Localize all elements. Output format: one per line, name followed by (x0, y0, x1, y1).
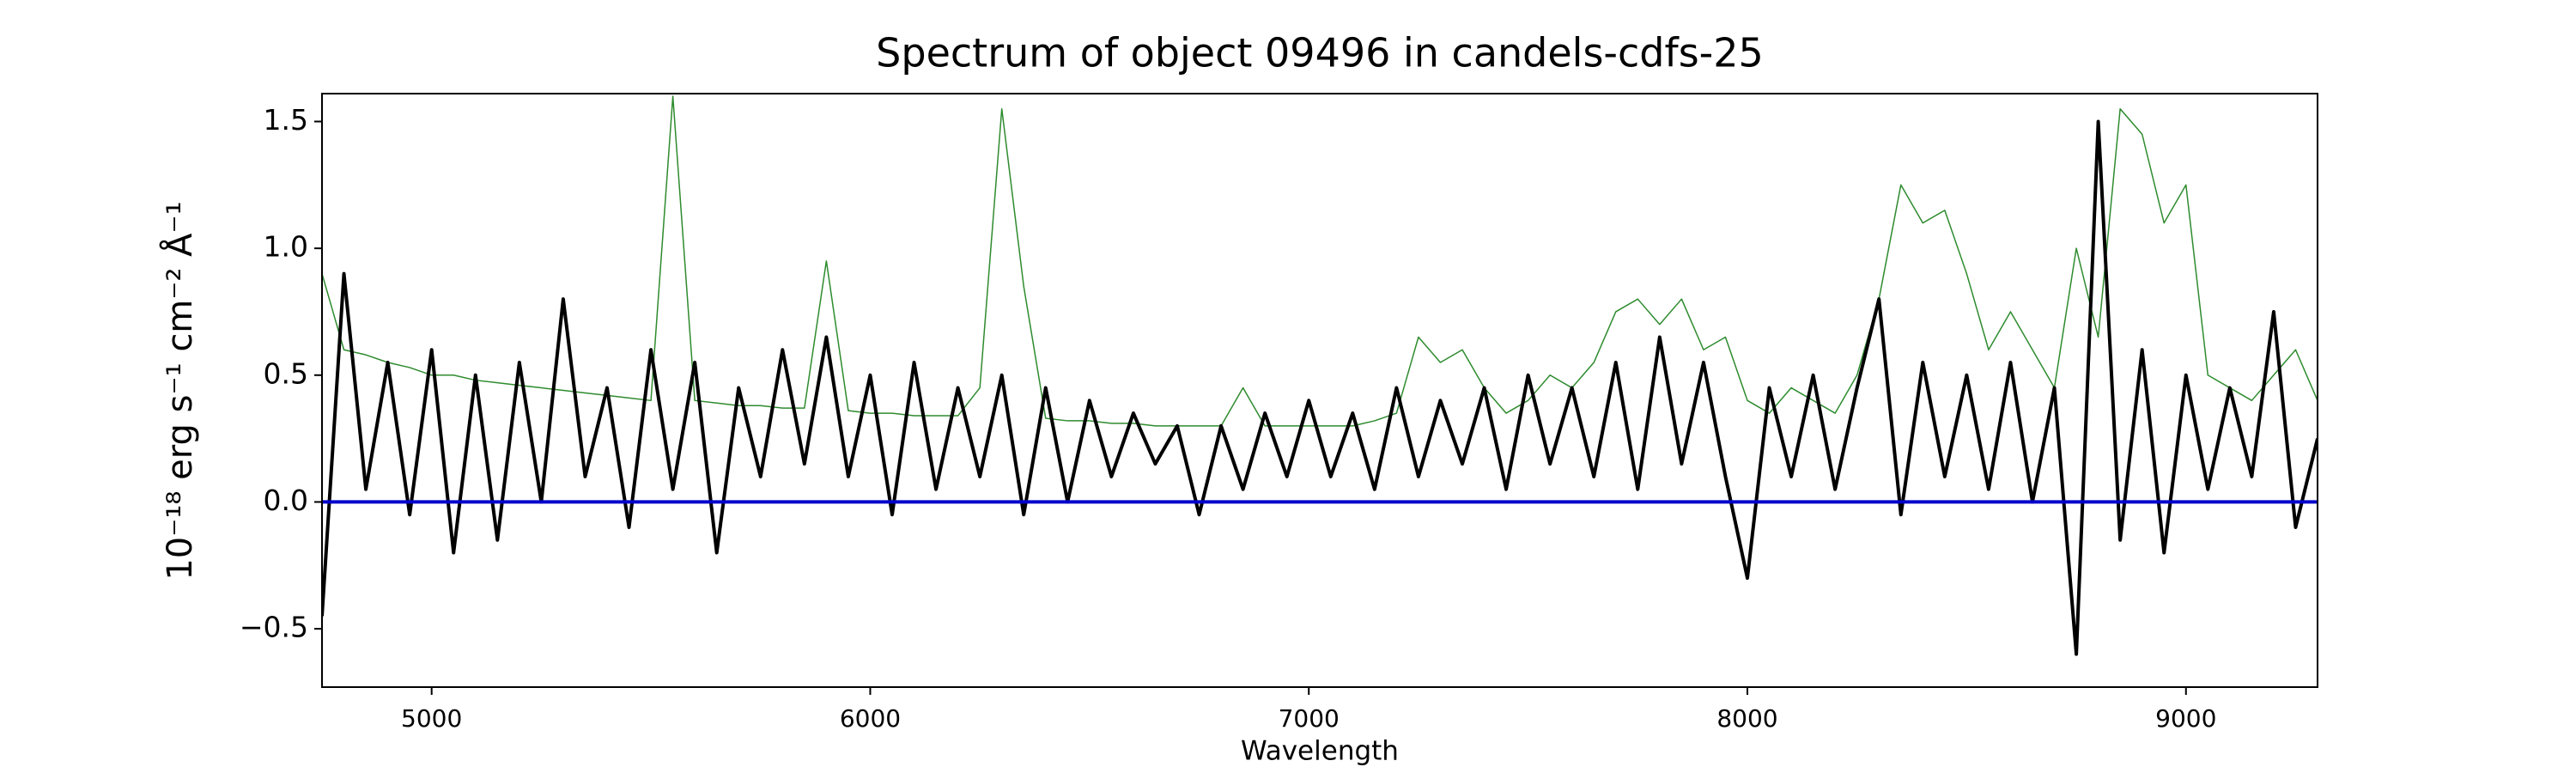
x-tick-label: 9000 (2155, 704, 2216, 733)
x-axis-label: Wavelength (1241, 736, 1399, 767)
plot-frame (321, 93, 2318, 688)
x-tick-label: 8000 (1716, 704, 1777, 733)
y-tick-label: 0.5 (264, 356, 308, 390)
y-axis-label: 10⁻¹⁸ erg s⁻¹ cm⁻² Å⁻¹ (159, 201, 200, 580)
chart-title: Spectrum of object 09496 in candels-cdfs… (876, 30, 1764, 76)
y-tick-label: 1.0 (264, 230, 308, 264)
spectrum-line (322, 95, 2318, 427)
x-tick-label: 7000 (1279, 704, 1340, 733)
x-tick-label: 6000 (840, 704, 901, 733)
spectrum-line (322, 119, 2318, 656)
y-tick-label: −0.5 (240, 611, 308, 644)
y-tick-label: 0.0 (264, 484, 308, 517)
y-tick-label: 1.5 (264, 103, 308, 137)
x-tick-label: 5000 (401, 704, 462, 733)
